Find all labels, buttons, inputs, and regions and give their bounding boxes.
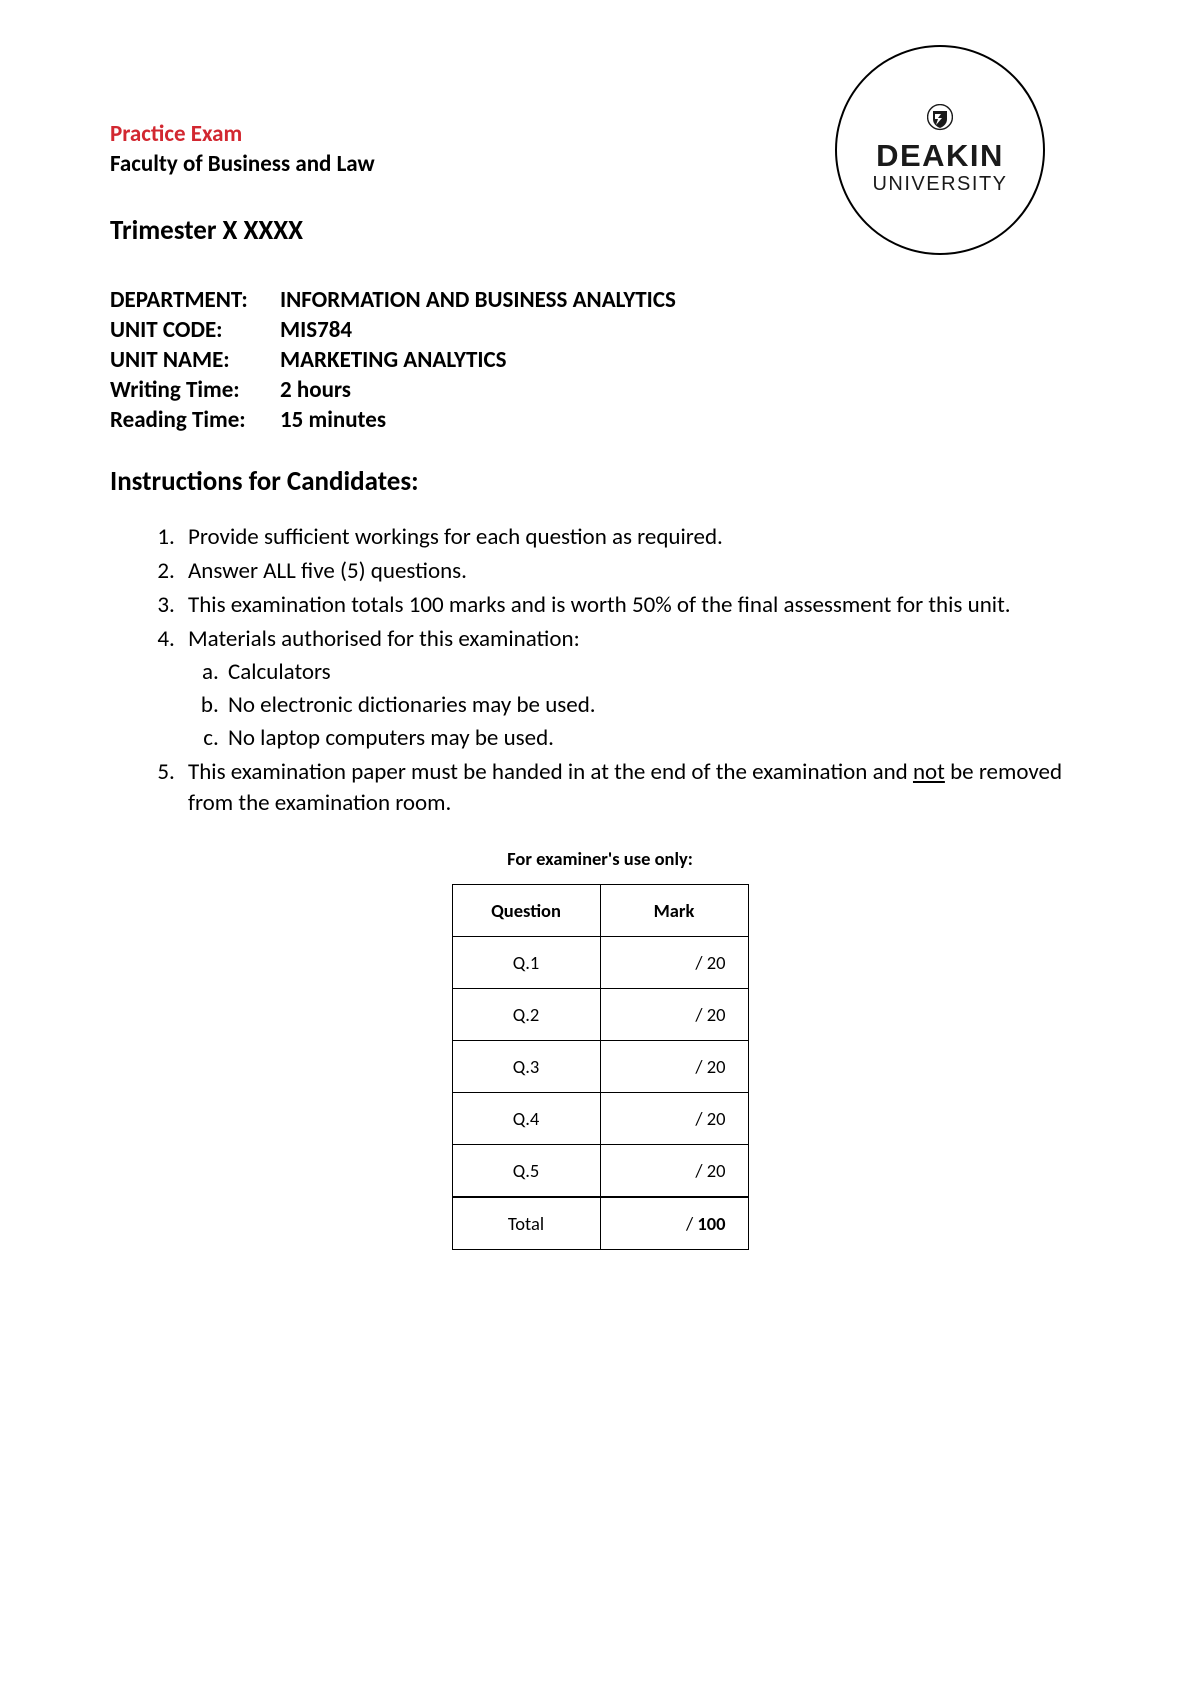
sub-item: Calculators xyxy=(224,657,1090,688)
department-value: INFORMATION AND BUSINESS ANALYTICS xyxy=(280,285,676,315)
examiner-section: For examiner's use only: Question Mark Q… xyxy=(110,847,1090,1250)
total-slash: / xyxy=(686,1212,697,1235)
unit-name-value: MARKETING ANALYTICS xyxy=(280,345,676,375)
mark-header: Mark xyxy=(600,885,748,937)
unit-code-label: UNIT CODE: xyxy=(110,315,280,345)
department-label: DEPARTMENT: xyxy=(110,285,280,315)
total-label: Total xyxy=(452,1197,600,1250)
instructions-list: Provide sufficient workings for each que… xyxy=(110,522,1090,819)
table-row: Q.1 / 20 xyxy=(452,937,748,989)
instruction-item: Materials authorised for this examinatio… xyxy=(180,624,1090,754)
table-row: Reading Time: 15 minutes xyxy=(110,405,676,435)
instructions-heading: Instructions for Candidates: xyxy=(110,465,1090,498)
table-row: UNIT NAME: MARKETING ANALYTICS xyxy=(110,345,676,375)
table-row: UNIT CODE: MIS784 xyxy=(110,315,676,345)
unit-name-label: UNIT NAME: xyxy=(110,345,280,375)
question-cell: Q.3 xyxy=(452,1041,600,1093)
mark-cell: / 20 xyxy=(600,937,748,989)
table-row: Q.2 / 20 xyxy=(452,989,748,1041)
sub-item: No laptop computers may be used. xyxy=(224,723,1090,754)
table-row: Q.4 / 20 xyxy=(452,1093,748,1145)
marks-table: Question Mark Q.1 / 20 Q.2 / 20 Q.3 / 20… xyxy=(452,884,749,1250)
logo-text-sub: UNIVERSITY xyxy=(872,171,1007,197)
mark-cell: / 20 xyxy=(600,1041,748,1093)
sub-item: No electronic dictionaries may be used. xyxy=(224,690,1090,721)
total-row: Total / 100 xyxy=(452,1197,748,1250)
mark-cell: / 20 xyxy=(600,1093,748,1145)
table-row: Writing Time: 2 hours xyxy=(110,375,676,405)
table-row: Q.5 / 20 xyxy=(452,1145,748,1198)
instruction-item: Provide sufficient workings for each que… xyxy=(180,522,1090,553)
reading-time-value: 15 minutes xyxy=(280,405,676,435)
instruction-text: Materials authorised for this examinatio… xyxy=(188,625,580,653)
total-mark: / 100 xyxy=(600,1197,748,1250)
university-logo: DEAKIN UNIVERSITY xyxy=(835,45,1045,255)
table-header-row: Question Mark xyxy=(452,885,748,937)
unit-code-value: MIS784 xyxy=(280,315,676,345)
instruction-text-underline: not xyxy=(913,758,945,786)
writing-time-label: Writing Time: xyxy=(110,375,280,405)
instruction-item: This examination paper must be handed in… xyxy=(180,757,1090,819)
logo-circle: DEAKIN UNIVERSITY xyxy=(835,45,1045,255)
question-cell: Q.1 xyxy=(452,937,600,989)
exam-details-table: DEPARTMENT: INFORMATION AND BUSINESS ANA… xyxy=(110,285,676,435)
instruction-item: This examination totals 100 marks and is… xyxy=(180,590,1090,621)
question-cell: Q.4 xyxy=(452,1093,600,1145)
examiner-caption: For examiner's use only: xyxy=(110,847,1090,870)
instruction-item: Answer ALL five (5) questions. xyxy=(180,556,1090,587)
writing-time-value: 2 hours xyxy=(280,375,676,405)
logo-text-main: DEAKIN xyxy=(876,140,1004,171)
mark-cell: / 20 xyxy=(600,1145,748,1198)
materials-sublist: Calculators No electronic dictionaries m… xyxy=(188,657,1090,754)
instruction-text-pre: This examination paper must be handed in… xyxy=(188,758,913,786)
question-header: Question xyxy=(452,885,600,937)
shield-icon xyxy=(927,104,953,134)
total-value: 100 xyxy=(697,1212,725,1235)
mark-cell: / 20 xyxy=(600,989,748,1041)
table-row: Q.3 / 20 xyxy=(452,1041,748,1093)
question-cell: Q.2 xyxy=(452,989,600,1041)
reading-time-label: Reading Time: xyxy=(110,405,280,435)
question-cell: Q.5 xyxy=(452,1145,600,1198)
table-row: DEPARTMENT: INFORMATION AND BUSINESS ANA… xyxy=(110,285,676,315)
